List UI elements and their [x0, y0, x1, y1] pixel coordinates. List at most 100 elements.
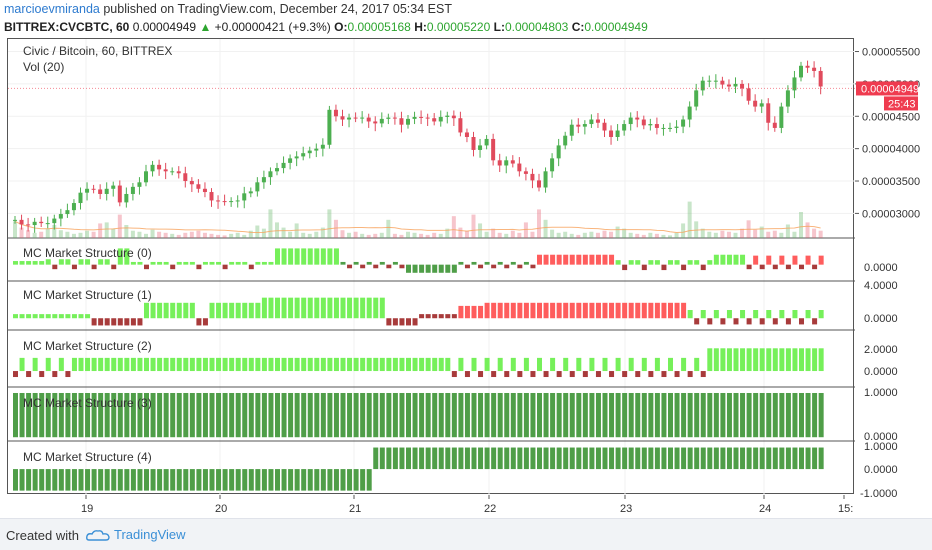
- ms2-bar-92: [615, 357, 621, 372]
- ms2-bar-102: [681, 357, 687, 372]
- ms1-bar-33: [229, 302, 235, 319]
- candle-body-21: [150, 164, 155, 172]
- ms4-bar-65: [438, 447, 444, 470]
- ms3-bar-50: [340, 392, 346, 438]
- ms4-bar-123: [818, 447, 824, 470]
- ms4-bar-102: [681, 447, 687, 470]
- volume-bar-81: [543, 219, 548, 238]
- ms0-bar-47: [320, 248, 326, 265]
- volume-bar-71: [478, 223, 483, 238]
- x-tick-label-3: 22: [484, 503, 496, 515]
- ms0-bar-83: [556, 254, 562, 265]
- ms1-bar-118: [785, 318, 791, 325]
- ms2-bar-59: [399, 357, 405, 372]
- ms0-bar-35: [242, 261, 248, 265]
- ms2-bar-112: [746, 348, 752, 372]
- ms2-bar-53: [360, 357, 366, 372]
- ms3-bar-123: [818, 392, 824, 438]
- ms4-bar-118: [785, 447, 791, 470]
- ms1-bar-45: [307, 297, 313, 319]
- candle-body-100: [668, 127, 672, 129]
- ms1-bar-65: [438, 314, 444, 319]
- ms3-bar-60: [406, 392, 411, 438]
- ms4-bar-5: [45, 469, 51, 491]
- volume-bar-66: [445, 228, 450, 238]
- volume-bar-24: [170, 233, 175, 238]
- tradingview-link[interactable]: TradingView: [86, 527, 186, 542]
- ms4-bar-27: [189, 469, 195, 491]
- candle-body-88: [589, 119, 594, 125]
- ms4-bar-104: [694, 447, 700, 470]
- candle-body-59: [399, 118, 404, 125]
- volume-bar-119: [792, 231, 797, 238]
- ms4-bar-98: [654, 447, 660, 470]
- ms3-bar-114: [759, 392, 765, 438]
- candle-body-84: [563, 135, 568, 146]
- chart-svg[interactable]: 0.000055000.000050000.000045000.00004000…: [8, 39, 932, 519]
- ms0-bar-77: [517, 264, 523, 269]
- ms3-bar-95: [635, 392, 641, 438]
- ms1-bar-24: [170, 302, 176, 319]
- ms0-bar-78: [523, 261, 529, 265]
- ms4-bar-79: [530, 447, 536, 470]
- volume-bar-22: [157, 231, 162, 238]
- volume-bar-36: [248, 230, 253, 238]
- ms0-bar-120: [799, 264, 804, 270]
- candle-body-81: [543, 171, 548, 188]
- ms4-bar-4: [39, 469, 45, 491]
- ms0-bar-6: [52, 264, 58, 270]
- candle-body-75: [504, 160, 509, 166]
- ms4-bar-51: [347, 469, 353, 491]
- ms2-bar-104: [694, 357, 700, 372]
- ms4-bar-69: [464, 447, 470, 470]
- candle-body-86: [576, 124, 581, 127]
- ms2-bar-123: [818, 348, 824, 372]
- candle-body-78: [523, 171, 528, 174]
- ms1-bar-110: [733, 318, 739, 325]
- candle-body-10: [78, 192, 83, 204]
- ms1-bar-38: [261, 297, 267, 319]
- ms2-bar-93: [622, 371, 628, 378]
- ms1-bar-21: [150, 302, 156, 319]
- candle-body-29: [202, 188, 207, 193]
- candle-body-33: [229, 201, 234, 203]
- chart-area[interactable]: 0.000055000.000050000.000045000.00004000…: [7, 38, 920, 515]
- candle-body-96: [641, 119, 646, 126]
- ms3-bar-84: [563, 392, 569, 438]
- last-price-label: 0.00004949: [861, 83, 919, 95]
- ms1-bar-85: [569, 302, 575, 319]
- volume-bar-108: [720, 230, 725, 238]
- volume-bar-98: [654, 233, 659, 238]
- ms0-bar-82: [550, 254, 556, 265]
- ms3-bar-68: [458, 392, 464, 438]
- ms0-bar-89: [595, 254, 601, 265]
- ms0-bar-95: [635, 260, 641, 265]
- price-pane-title: Civic / Bitcoin, 60, BITTREX: [23, 44, 173, 58]
- candle-body-70: [471, 136, 476, 150]
- ms0-bar-32: [222, 264, 228, 270]
- symbol-label[interactable]: BITTREX:CVCBTC, 60: [4, 20, 130, 34]
- ms3-bar-55: [373, 392, 379, 438]
- candle-body-50: [340, 116, 345, 120]
- ms0-bar-81: [543, 254, 549, 265]
- last-price-label-bg: [856, 81, 918, 96]
- volume-bar-20: [144, 233, 148, 238]
- author-link[interactable]: marcioevmiranda: [4, 2, 100, 16]
- volume-bar-53: [360, 233, 365, 238]
- ms2-bar-25: [176, 357, 182, 372]
- ms0-bar-11: [85, 259, 91, 265]
- ms2-bar-73: [491, 371, 497, 378]
- volume-bar-120: [799, 212, 803, 238]
- ms4-bar-83: [556, 447, 562, 470]
- ms2-bar-65: [438, 357, 444, 372]
- ms3-bar-36: [248, 392, 254, 438]
- volume-bar-55: [373, 233, 378, 238]
- ms2-bar-12: [91, 357, 97, 372]
- ms0-bar-1: [19, 261, 25, 265]
- candle-body-72: [484, 138, 489, 146]
- ms2-bar-44: [301, 357, 307, 372]
- volume-bar-28: [196, 230, 201, 238]
- ms3-bar-64: [432, 392, 438, 438]
- ms4-bar-57: [386, 447, 392, 470]
- ms0-bar-45: [307, 248, 313, 265]
